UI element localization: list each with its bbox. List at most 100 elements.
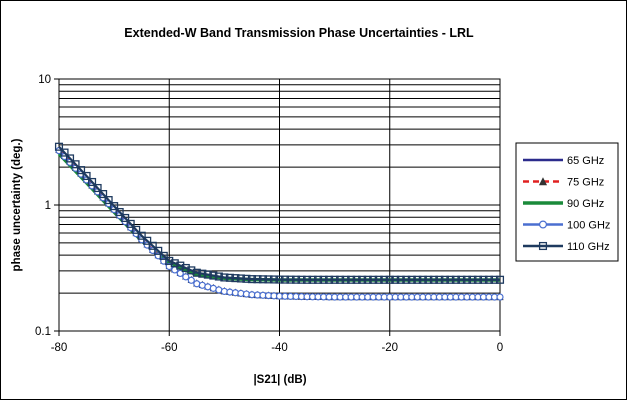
data-point [538,177,548,186]
data-point [93,183,102,193]
data-point [407,275,416,284]
series-110-ghz [54,142,505,284]
data-point [291,275,301,284]
data-point [203,270,212,279]
data-point [358,275,367,284]
legend-item: 65 GHz [523,155,604,167]
data-point [538,241,548,251]
data-point [182,273,190,281]
data-point [77,166,86,175]
x-tick-label: -40 [271,342,288,354]
data-point [297,275,306,284]
data-point [209,271,218,280]
data-point [402,275,411,284]
data-point [181,263,190,273]
data-point [308,275,317,284]
data-point [363,275,372,284]
x-tick-label: 0 [497,342,503,354]
data-point [424,275,433,284]
data-point [231,274,240,283]
vertical-gridlines [168,79,391,331]
series-markers [54,142,505,284]
data-point [99,189,108,199]
data-point [198,269,207,278]
y-axis-ticks: 0.1 1 10 [35,74,59,338]
x-tick-label: -80 [51,342,68,354]
series-layer [54,142,505,301]
data-point [495,275,505,284]
data-point [269,275,279,284]
data-point [490,275,499,284]
data-point [496,293,504,301]
data-point [110,202,119,211]
data-point [319,275,328,284]
data-point [225,273,234,282]
data-point [479,275,488,284]
data-point [253,275,262,284]
data-point [303,275,312,284]
data-point [413,275,422,284]
data-point [352,275,361,284]
data-point [325,275,334,284]
data-point [347,275,356,284]
legend-label: 90 GHz [567,198,604,210]
x-axis-label: |S21| (dB) [253,374,306,386]
data-point [440,275,449,284]
data-point [176,261,185,270]
data-point [258,275,268,284]
chart-title: Extended-W Band Transmission Phase Uncer… [124,26,474,40]
y-tick-label: 0.1 [35,326,51,338]
data-point [369,275,378,284]
data-point [429,275,438,284]
data-point [54,142,64,151]
data-point [341,275,350,284]
data-point [385,275,394,284]
data-point [391,275,400,284]
data-point [484,275,494,284]
data-point [418,275,427,284]
legend-label: 110 GHz [567,241,610,253]
data-point [115,207,124,217]
data-point [275,275,284,284]
data-point [236,274,245,283]
legend: 65 GHz 75 GHz 90 GHz 100 GHz 110 GHz [515,142,619,262]
data-point [396,275,405,284]
data-point [71,160,80,169]
data-point [121,213,130,223]
legend-item: 100 GHz [523,220,610,232]
data-point [314,275,323,284]
data-point [165,256,174,265]
legend-label: 65 GHz [567,155,604,167]
data-point [247,275,256,284]
data-point [88,177,97,187]
legend-item: 110 GHz [523,241,610,253]
data-point [280,275,290,284]
data-point [126,219,135,228]
y-axis-label: phase uncertainty (deg.) [11,138,23,271]
data-point [159,251,168,260]
data-point [187,276,195,284]
data-point [82,171,91,181]
data-point [286,275,295,284]
data-point [192,268,201,277]
data-point [220,273,229,282]
legend-label: 75 GHz [567,177,604,189]
data-point [214,272,223,281]
data-point [65,154,75,163]
data-point [462,275,471,284]
data-point [154,246,163,255]
data-point [473,275,482,284]
y-tick-label: 1 [45,200,51,212]
data-point [242,274,251,283]
x-tick-label: -20 [381,342,398,354]
data-point [148,241,157,250]
data-point [187,266,196,275]
data-point [60,148,69,157]
data-point [374,275,383,284]
x-tick-label: -60 [161,342,178,354]
data-point [451,275,460,284]
data-point [468,275,477,284]
data-point [446,275,455,284]
